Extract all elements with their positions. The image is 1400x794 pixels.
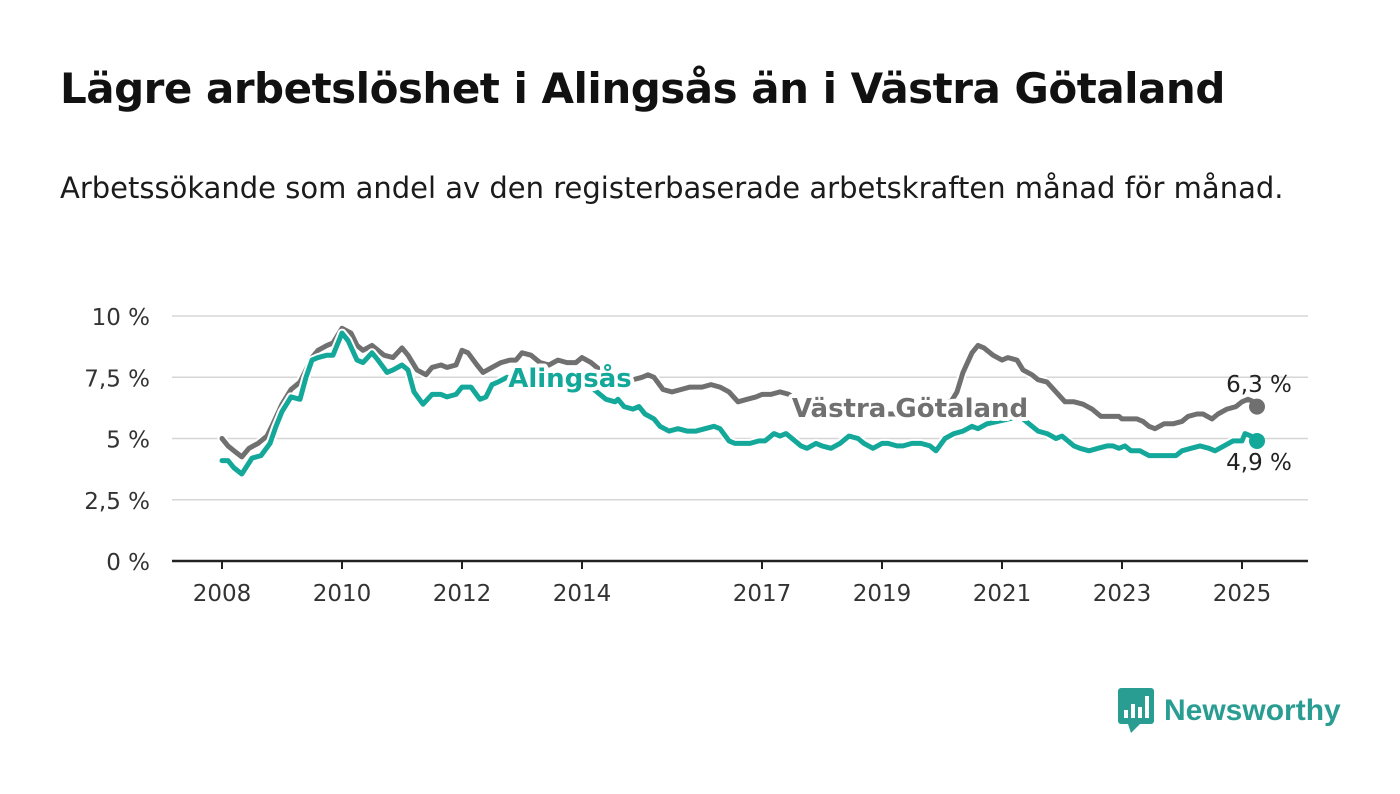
chart-title: Lägre arbetslöshet i Alingsås än i Västr… [60, 64, 1225, 113]
x-tick-label: 2023 [1093, 581, 1152, 607]
x-tick-label: 2019 [853, 581, 912, 607]
x-tick-label: 2008 [193, 581, 252, 607]
x-tick-label: 2017 [733, 581, 792, 607]
series-name-label: Alingsås [508, 362, 632, 394]
y-axis: 0 % 2,5 % 5 % 7,5 % 10 % [84, 305, 150, 576]
y-tick-label: 0 % [106, 550, 150, 576]
x-tick-label: 2021 [973, 581, 1032, 607]
x-tick-label: 2010 [313, 581, 372, 607]
y-tick-label: 7,5 % [84, 366, 150, 392]
x-tick-label: 2012 [433, 581, 492, 607]
chart-subtitle: Arbetssökande som andel av den registerb… [60, 171, 1284, 205]
y-tick-label: 2,5 % [84, 489, 150, 515]
series-end-label: 4,9 % [1226, 450, 1292, 476]
newsworthy-brand: Newsworthy [1118, 688, 1341, 734]
y-tick-label: 10 % [92, 305, 150, 331]
y-tick-label: 5 % [106, 428, 150, 454]
series-end-point [1249, 432, 1265, 449]
series-line [219, 330, 1260, 477]
series-end-label: 6,3 % [1226, 372, 1292, 398]
newsworthy-logo-icon [1118, 688, 1154, 733]
gridlines [172, 315, 1308, 563]
series-name-label: Västra Götaland [792, 394, 1028, 424]
series-labels: 6,3 % 4,9 % Västra Götaland Alingsås [504, 358, 1292, 476]
brand-name: Newsworthy [1164, 694, 1341, 727]
x-tick-label: 2025 [1213, 581, 1272, 607]
series-lines [217, 323, 1265, 479]
x-tick-label: 2014 [553, 581, 612, 607]
series-line [219, 325, 1260, 460]
series-end-point [1249, 398, 1265, 415]
x-axis: 2008 2010 2012 2014 2017 2019 2021 2023 2025 [193, 561, 1272, 607]
